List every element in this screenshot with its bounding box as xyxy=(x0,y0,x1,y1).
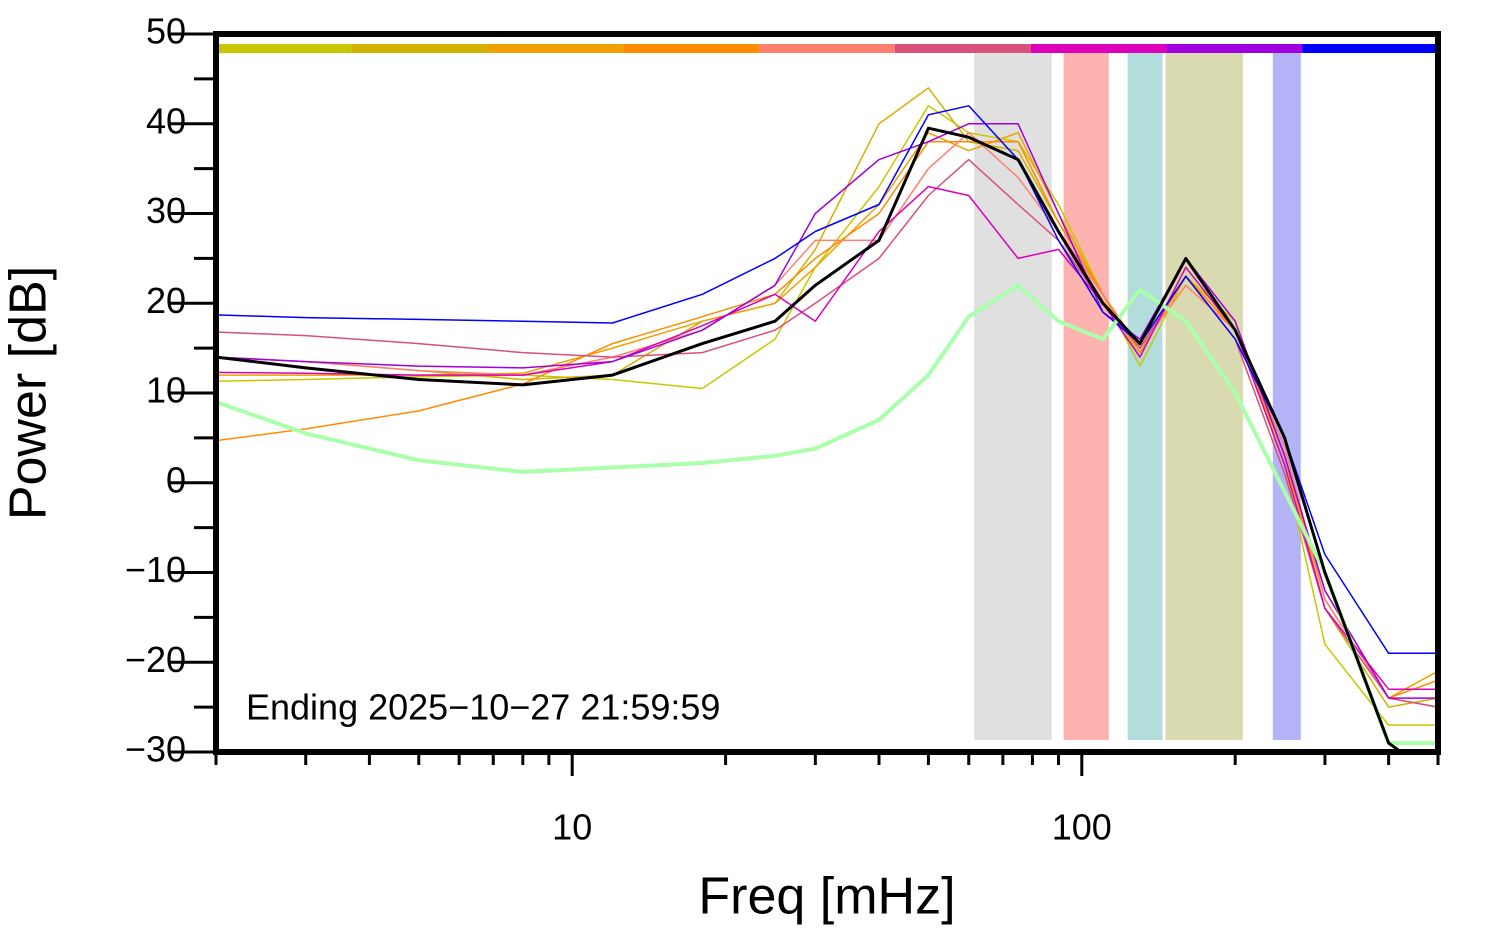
series-line xyxy=(216,123,1438,699)
color-strip xyxy=(216,44,1438,53)
frequency-band xyxy=(1127,52,1163,740)
bands xyxy=(974,52,1301,740)
series-line xyxy=(216,126,1404,752)
y-tick-label: 0 xyxy=(166,459,186,500)
strip-segment xyxy=(894,44,1031,53)
frequency-band xyxy=(1272,52,1301,740)
strip-segment xyxy=(216,44,352,53)
series-line xyxy=(216,105,1438,726)
y-tick-label: 10 xyxy=(146,370,186,411)
y-tick-label: 30 xyxy=(146,190,186,231)
annotation: Ending 2025−10−27 21:59:59 xyxy=(246,687,720,728)
strip-segment xyxy=(1302,44,1438,53)
axes: −30 −20 −10 0 10 20 30 40 50 10 100 xyxy=(125,11,1440,848)
strip-segment xyxy=(623,44,760,53)
series-line xyxy=(216,87,1438,708)
y-tick-label: −10 xyxy=(125,549,186,590)
strip-segment xyxy=(487,44,624,53)
y-tick-label: −30 xyxy=(125,729,186,770)
strip-segment xyxy=(1166,44,1303,53)
series-line xyxy=(216,105,1438,655)
y-tick-label: 40 xyxy=(146,100,186,141)
strip-segment xyxy=(351,44,488,53)
x-tick-label: 10 xyxy=(552,807,592,848)
frequency-band xyxy=(974,52,1052,740)
plot-frame xyxy=(213,31,1441,755)
y-axis-title: Power [dB] xyxy=(0,266,58,520)
strip-segment xyxy=(759,44,895,53)
series-line xyxy=(216,185,1438,690)
frequency-band xyxy=(1165,52,1243,740)
x-axis-title: Freq [mHz] xyxy=(698,868,955,926)
series-line xyxy=(216,283,1438,745)
y-tick-label: −20 xyxy=(125,639,186,680)
series-line xyxy=(216,131,1438,708)
series-line xyxy=(216,131,1438,699)
y-tick-label: 50 xyxy=(146,11,186,52)
x-tick-label: 100 xyxy=(1052,807,1112,848)
strip-segment xyxy=(1030,44,1167,53)
y-tick-label: 20 xyxy=(146,280,186,321)
series-line xyxy=(216,158,1438,708)
lines xyxy=(216,87,1438,752)
frequency-band xyxy=(1063,52,1109,740)
